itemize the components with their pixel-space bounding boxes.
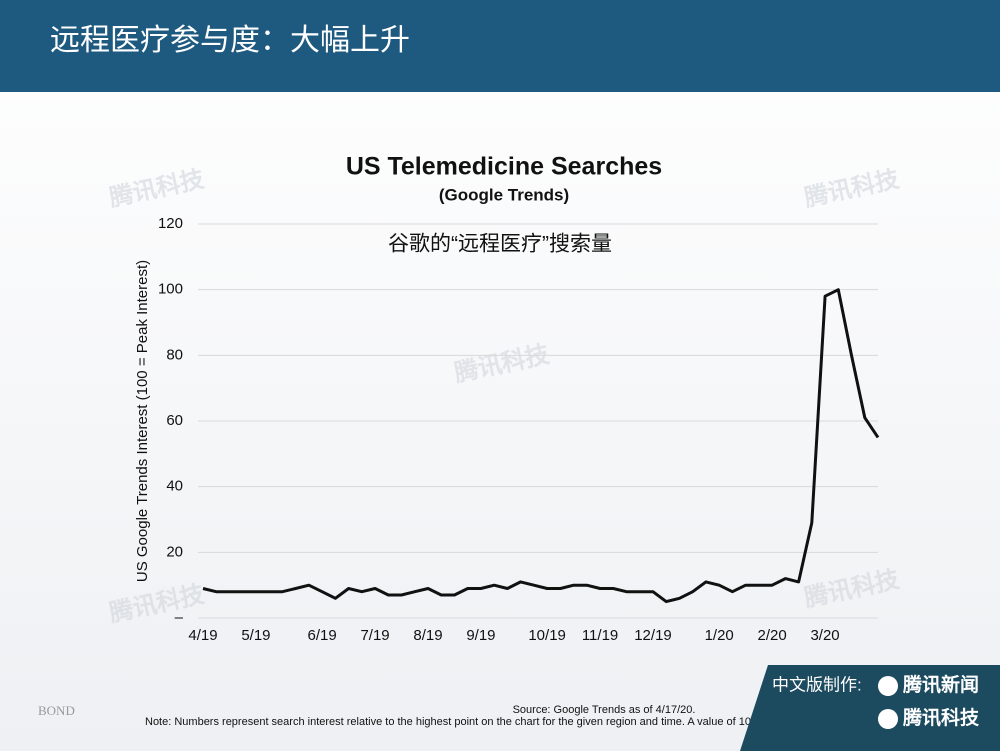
y-tick-label: 60 — [166, 412, 183, 429]
x-tick-label: 12/19 — [634, 627, 672, 644]
logo: BOND — [38, 703, 75, 718]
y-tick-label: 120 — [158, 215, 183, 232]
x-tick-label: 2/20 — [758, 627, 787, 644]
x-tick-label: 6/19 — [308, 627, 337, 644]
y-tick-label: 80 — [166, 346, 183, 363]
badge-brand: 腾讯科技 — [902, 706, 980, 729]
badge — [740, 665, 1000, 751]
x-tick-label: 3/20 — [810, 627, 839, 644]
y-tick-label: 40 — [166, 478, 183, 495]
badge-label: 中文版制作: — [772, 675, 862, 694]
header-bar — [0, 0, 1000, 92]
x-tick-label: 5/19 — [241, 627, 270, 644]
chart-title: US Telemedicine Searches — [346, 153, 662, 181]
badge-icon — [878, 709, 898, 729]
annotation: 谷歌的“远程医疗”搜索量 — [388, 233, 612, 256]
x-tick-label: 1/20 — [705, 627, 734, 644]
x-tick-label: 9/19 — [466, 627, 495, 644]
header-title: 远程医疗参与度：大幅上升 — [50, 24, 410, 57]
badge-icon — [878, 676, 898, 696]
source: Source: Google Trends as of 4/17/20. — [513, 704, 696, 716]
x-tick-label: 7/19 — [360, 627, 389, 644]
note: Note: Numbers represent search interest … — [145, 716, 751, 728]
y-tick-label: – — [175, 609, 184, 626]
badge-brand: 腾讯新闻 — [902, 673, 979, 696]
line — [202, 288, 880, 604]
y-axis-label: US Google Trends Interest (100 = Peak In… — [134, 260, 151, 582]
x-tick-label: 11/19 — [582, 627, 618, 644]
y-tick-label: 100 — [158, 281, 183, 298]
x-tick-label: 4/19 — [188, 627, 217, 644]
x-tick-label: 10/19 — [528, 627, 566, 644]
y-tick-label: 20 — [166, 543, 183, 560]
x-tick-label: 8/19 — [413, 627, 442, 644]
chart-subtitle: (Google Trends) — [439, 185, 569, 204]
